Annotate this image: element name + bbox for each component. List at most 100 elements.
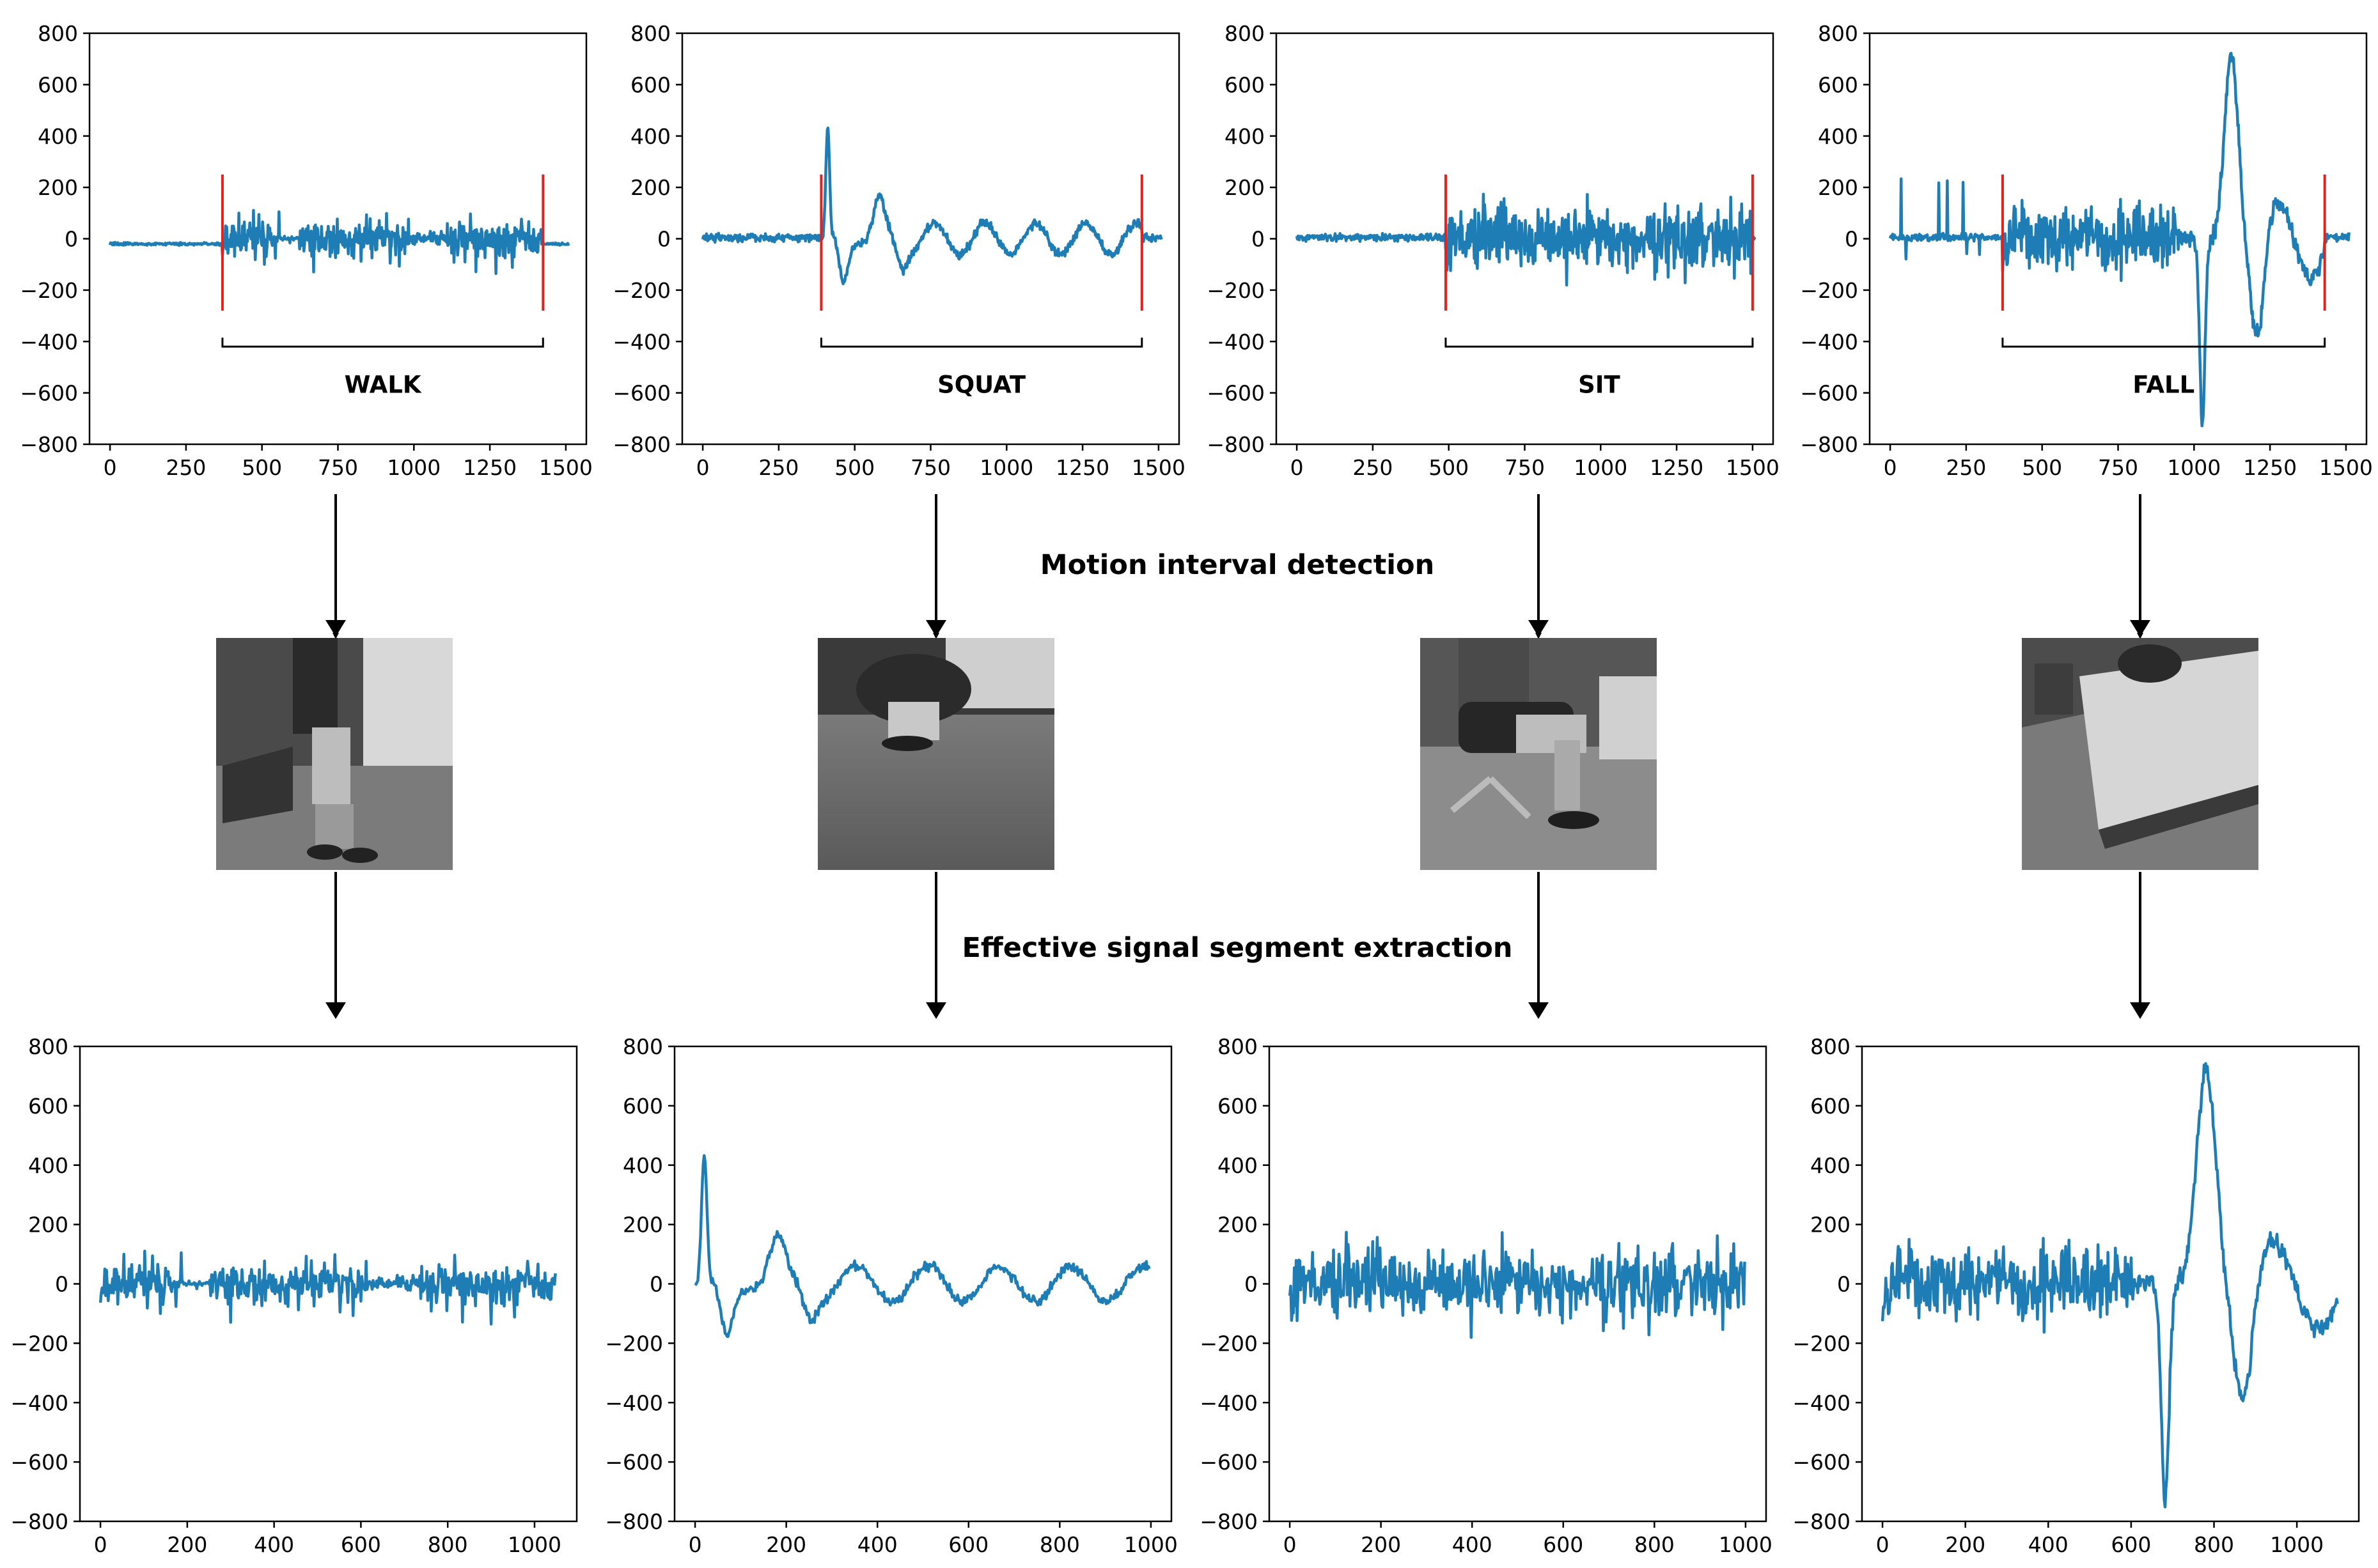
y-tick-label: 0 bbox=[55, 1272, 68, 1297]
x-tick-label: 250 bbox=[1946, 455, 1986, 480]
y-tick-label: 0 bbox=[1845, 227, 1858, 252]
x-tick-label: 0 bbox=[696, 455, 710, 480]
x-tick-label: 1000 bbox=[1719, 1532, 1772, 1557]
y-tick-label: −400 bbox=[1800, 329, 1858, 354]
activity-label: WALK bbox=[345, 371, 422, 398]
y-tick-label: 0 bbox=[650, 1272, 663, 1297]
sit-photo bbox=[1420, 638, 1657, 870]
y-tick-label: 400 bbox=[1810, 1153, 1850, 1178]
x-tick-label: 1500 bbox=[1726, 455, 1780, 480]
signal-line bbox=[701, 126, 1163, 286]
y-tick-label: −800 bbox=[613, 432, 671, 457]
y-tick-label: 800 bbox=[1818, 21, 1858, 46]
y-tick-label: −600 bbox=[1800, 381, 1858, 406]
y-tick-label: 400 bbox=[38, 124, 78, 149]
y-tick-label: −800 bbox=[1200, 1509, 1258, 1534]
y-tick-label: −200 bbox=[605, 1331, 663, 1356]
y-tick-label: 400 bbox=[1224, 124, 1265, 149]
x-tick-label: 750 bbox=[911, 455, 951, 480]
y-tick-label: −200 bbox=[1200, 1331, 1258, 1356]
x-tick-label: 200 bbox=[1945, 1532, 1985, 1557]
y-tick-label: 0 bbox=[1837, 1272, 1850, 1297]
x-tick-label: 600 bbox=[2111, 1532, 2151, 1557]
y-tick-label: 400 bbox=[28, 1153, 68, 1178]
signal-line bbox=[1288, 1230, 1746, 1339]
chart-panel-1: 800 600 400 200 0 −200 −400 −600 −800 0 250 500 750 1… bbox=[20, 21, 593, 480]
x-tick-label: 1250 bbox=[1650, 455, 1703, 480]
signal-line bbox=[1881, 1062, 2339, 1509]
signal-line bbox=[98, 1249, 557, 1326]
x-tick-label: 600 bbox=[341, 1532, 381, 1557]
y-tick-label: −400 bbox=[1200, 1390, 1258, 1415]
y-tick-label: −400 bbox=[1792, 1390, 1850, 1415]
y-tick-label: 600 bbox=[623, 1094, 663, 1119]
y-tick-label: −400 bbox=[20, 329, 78, 354]
x-tick-label: 750 bbox=[2098, 455, 2138, 480]
y-tick-label: 400 bbox=[1217, 1153, 1258, 1178]
y-tick-label: 400 bbox=[630, 124, 671, 149]
y-tick-label: −600 bbox=[20, 381, 78, 406]
y-tick-label: 400 bbox=[1818, 124, 1858, 149]
x-tick-label: 800 bbox=[2194, 1532, 2234, 1557]
y-tick-label: 600 bbox=[630, 72, 671, 97]
interval-bracket bbox=[2001, 338, 2326, 348]
signal-line bbox=[108, 208, 570, 276]
y-tick-label: −400 bbox=[613, 329, 671, 354]
y-tick-label: 200 bbox=[630, 175, 671, 200]
x-tick-label: 1000 bbox=[2167, 455, 2221, 480]
x-tick-label: 1250 bbox=[1056, 455, 1109, 480]
y-tick-label: −800 bbox=[20, 432, 78, 457]
x-tick-label: 0 bbox=[1884, 455, 1897, 480]
x-tick-label: 1500 bbox=[1132, 455, 1185, 480]
x-tick-label: 1000 bbox=[1124, 1532, 1178, 1557]
chart-panel-3: 800 600 400 200 0 −200 −400 −600 −800 0 250 500 750 1… bbox=[1207, 21, 1780, 480]
x-tick-label: 400 bbox=[857, 1532, 898, 1557]
x-tick-label: 200 bbox=[766, 1532, 806, 1557]
y-tick-label: 800 bbox=[38, 21, 78, 46]
activity-label: SQUAT bbox=[937, 371, 1026, 398]
y-tick-label: 800 bbox=[1224, 21, 1265, 46]
chart-panel-8: 800 600 400 200 0 −200 −400 −600 −800 0 200 400 600 8… bbox=[1792, 1034, 2360, 1557]
fall-photo bbox=[2022, 638, 2258, 870]
y-tick-label: −600 bbox=[605, 1450, 663, 1475]
walk-photo bbox=[216, 638, 453, 870]
arrows-layer bbox=[325, 494, 2150, 1019]
y-tick-label: −200 bbox=[1207, 278, 1265, 303]
x-tick-label: 1000 bbox=[2270, 1532, 2324, 1557]
y-tick-label: 0 bbox=[65, 227, 78, 252]
y-tick-label: −600 bbox=[1207, 381, 1265, 406]
x-tick-label: 400 bbox=[1452, 1532, 1492, 1557]
x-tick-label: 400 bbox=[2028, 1532, 2069, 1557]
chart-panel-5: 800 600 400 200 0 −200 −400 −600 −800 0 200 400 600 8… bbox=[10, 1034, 578, 1557]
x-tick-label: 0 bbox=[689, 1532, 702, 1557]
x-tick-label: 500 bbox=[1428, 455, 1469, 480]
activity-label: FALL bbox=[2132, 371, 2194, 398]
interval-bracket bbox=[221, 338, 544, 348]
y-tick-label: 0 bbox=[1244, 1272, 1258, 1297]
x-tick-label: 250 bbox=[1352, 455, 1393, 480]
x-tick-label: 1000 bbox=[387, 455, 441, 480]
arrow-head bbox=[325, 1002, 346, 1019]
y-tick-label: −800 bbox=[1792, 1509, 1850, 1534]
y-tick-label: 600 bbox=[38, 72, 78, 97]
y-tick-label: −600 bbox=[1792, 1450, 1850, 1475]
x-tick-label: 1500 bbox=[2319, 455, 2373, 480]
arrow-head bbox=[1528, 1002, 1549, 1019]
x-tick-label: 0 bbox=[94, 1532, 107, 1557]
signal-line bbox=[1295, 192, 1756, 287]
y-tick-label: 200 bbox=[1810, 1213, 1850, 1238]
y-tick-label: 600 bbox=[1217, 1094, 1258, 1119]
signal-line bbox=[1888, 52, 2351, 428]
x-tick-label: 200 bbox=[167, 1532, 207, 1557]
y-tick-label: −400 bbox=[605, 1390, 663, 1415]
y-tick-label: 800 bbox=[1810, 1034, 1850, 1059]
y-tick-label: −200 bbox=[10, 1331, 68, 1356]
plot-frame bbox=[673, 1045, 1173, 1523]
x-tick-label: 1000 bbox=[1574, 455, 1627, 480]
y-tick-label: 600 bbox=[1810, 1094, 1850, 1119]
y-tick-label: 600 bbox=[1224, 72, 1265, 97]
y-tick-label: 200 bbox=[28, 1213, 68, 1238]
x-tick-label: 1250 bbox=[463, 455, 517, 480]
chart-panel-4: 800 600 400 200 0 −200 −400 −600 −800 0 250 500 750 1… bbox=[1800, 21, 2373, 480]
